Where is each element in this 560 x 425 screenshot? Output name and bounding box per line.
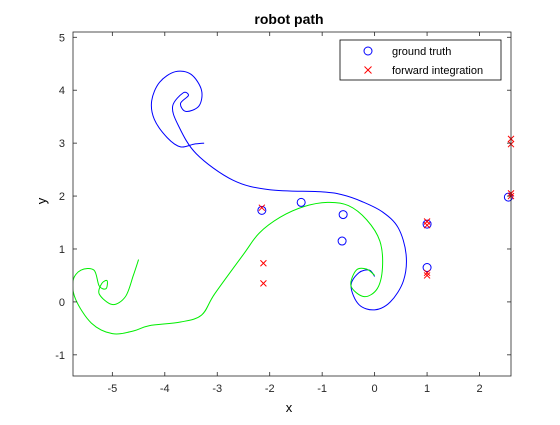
point-ground-truth-5 <box>422 219 432 229</box>
plot-background <box>73 32 511 376</box>
point-ground-truth-1 <box>257 205 267 215</box>
series-line-path-1 <box>150 70 407 311</box>
point-ground-truth-4 <box>337 236 347 246</box>
point-ground-truth-6 <box>422 263 432 273</box>
point-forward-integration-7 <box>423 272 431 279</box>
plot-area: -5 -4 -3 -2 -1 0 1 2 -1 0 1 2 3 4 5 <box>55 31 515 395</box>
x-tick-label-2: 2 <box>476 383 482 395</box>
point-forward-integration-1 <box>258 204 266 212</box>
y-axis-label: y <box>34 197 49 204</box>
axes-box <box>72 31 512 377</box>
y-tick-label-3: 3 <box>59 138 65 150</box>
legend-label-ground-truth: ground truth <box>392 46 451 58</box>
y-tick-label-4: 4 <box>59 85 65 97</box>
point-ground-truth-3 <box>338 210 348 220</box>
y-tick-label-2: 2 <box>59 191 65 203</box>
point-forward-integration-5 <box>423 221 431 229</box>
series-line-path-2 <box>73 201 384 335</box>
legend-label-forward-integration: forward integration <box>392 65 483 77</box>
legend: ground truth forward integration <box>339 39 502 81</box>
x-axis-label: x <box>286 400 293 415</box>
y-tick-label--1: -1 <box>55 350 65 362</box>
x-tick-label-0: 0 <box>372 383 378 395</box>
point-forward-integration-2 <box>260 259 267 267</box>
legend-marker-forward-integration <box>364 66 372 74</box>
legend-marker-ground-truth <box>363 46 373 56</box>
y-tick-label-0: 0 <box>59 297 65 309</box>
x-tick-label--3: -3 <box>212 383 222 395</box>
y-tick-label-1: 1 <box>59 244 65 256</box>
x-tick-label-1: 1 <box>424 383 430 395</box>
point-ground-truth-2 <box>296 197 306 207</box>
point-forward-integration-6 <box>423 269 431 277</box>
point-forward-integration-3 <box>260 280 267 287</box>
x-tick-label--4: -4 <box>160 383 170 395</box>
x-tick-label--1: -1 <box>317 383 327 395</box>
y-tick-label-5: 5 <box>59 32 65 44</box>
x-tick-label--2: -2 <box>265 383 275 395</box>
chart-title: robot path <box>254 11 323 27</box>
x-tick-label--5: -5 <box>107 383 117 395</box>
